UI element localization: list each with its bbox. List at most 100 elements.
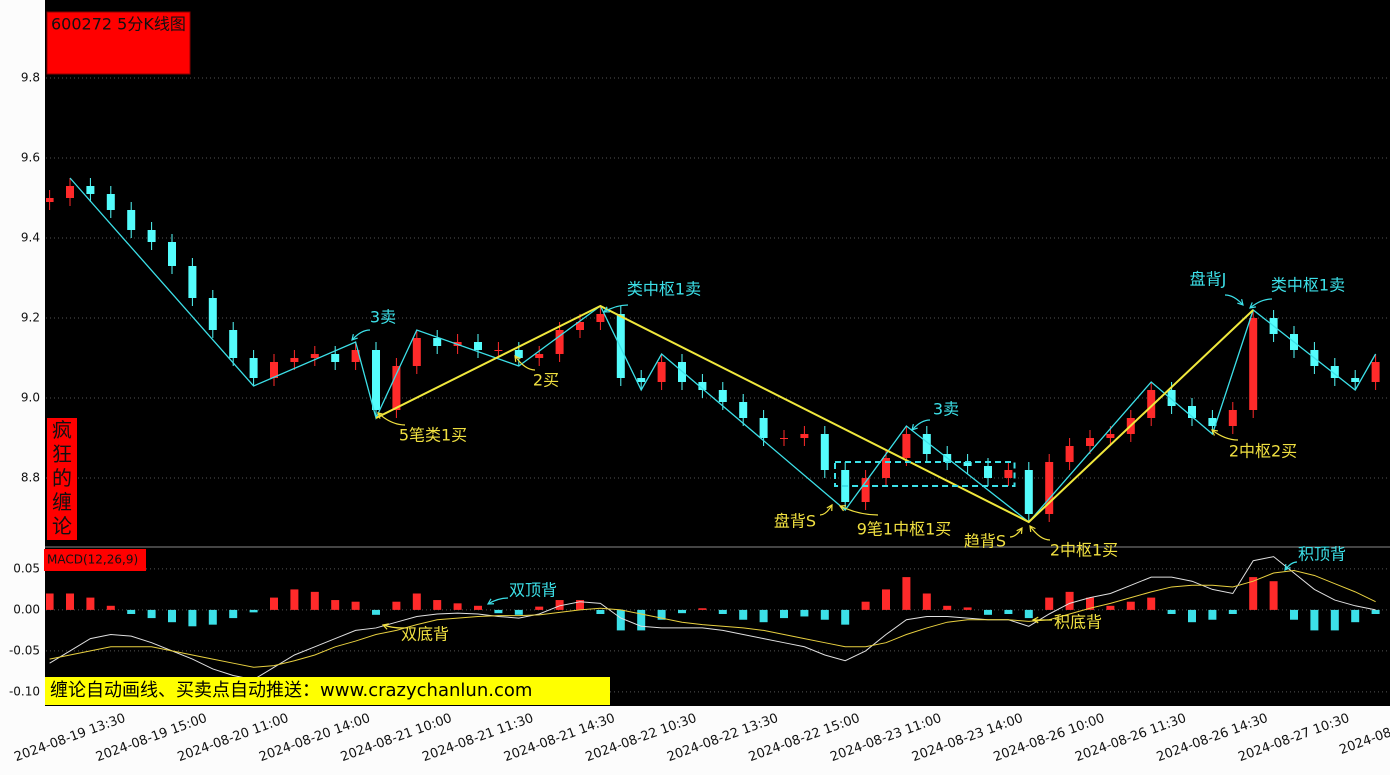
candle-body [616,314,625,378]
y-tick-label: 0.05 [13,561,40,575]
candle-body [229,330,238,358]
candle-body [576,322,584,330]
candle-body [66,186,74,198]
macd-bar [453,603,462,610]
candle-body [372,350,380,410]
macd-bar [188,609,197,627]
macd-bar [861,601,870,610]
macd-bar [127,609,136,614]
candle-body [1351,378,1360,382]
macd-bar [1351,609,1360,623]
candle-body [861,478,870,502]
candle-body [127,210,136,230]
macd-bar [800,609,809,617]
candle-body [270,362,278,378]
macd-bar [474,605,482,610]
pivot-box [834,461,1016,487]
macd-bar [841,609,850,625]
candle-body [392,366,401,410]
candle-body [1004,470,1013,478]
candle-body [1106,434,1115,438]
macd-bar [310,591,319,610]
macd-bar [412,593,421,610]
macd-bar [1310,609,1319,631]
annotation: 类中枢1卖 [1271,276,1345,295]
candle-body [188,266,197,298]
annotation: 5笔类1买 [399,426,467,445]
candle-body [820,434,829,470]
annotation-arrow [382,624,403,629]
annotation-arrow [911,419,931,431]
macd-bar [596,609,605,614]
annotation-arrow [514,355,536,371]
candle-body [310,354,319,358]
annotation-arrow [377,412,406,426]
macd-bar [1004,609,1013,614]
macd-title: MACD(12,26,9) [47,553,138,567]
macd-bar [820,609,829,620]
y-tick-label: -0.05 [9,643,40,657]
macd-bar [1249,577,1258,610]
plot-background [45,0,1390,706]
y-tick-label: 9.6 [21,151,40,165]
annotation-arrow [1211,429,1239,441]
annotation-arrowhead [602,306,611,313]
candle-body [208,298,217,330]
candle-body [474,342,482,350]
candle-body [800,434,809,438]
bi-line [69,177,1377,523]
annotation-arrow [1009,527,1023,538]
candle-body [1045,462,1054,514]
macd-bar [433,600,442,610]
macd-bar [147,609,156,619]
annotation-arrowhead [377,412,384,419]
annotation: 2中枢2买 [1229,442,1297,461]
macd-bar [1065,591,1074,610]
candle-body [290,358,299,362]
annotation: 积底背 [1054,613,1102,632]
macd-bar [963,607,972,610]
macd-bar [1086,597,1094,610]
candle-body [1147,390,1156,418]
macd-bar [86,597,95,610]
macd-bar [943,605,952,610]
candle-body [1208,418,1217,426]
macd-bar [1330,609,1339,631]
annotation: 类中枢1卖 [627,280,701,299]
macd-bar [1167,609,1176,614]
macd-bar [351,601,360,610]
macd-bar [494,609,503,614]
annotation: 2中枢1买 [1050,541,1118,560]
y-tick-label: 9.8 [21,71,40,85]
macd-bar [657,609,666,620]
candle-body [1024,470,1033,514]
candle-body [718,390,727,402]
annotation: 双底背 [401,625,449,644]
candle-body [351,350,360,362]
y-tick-label: -0.10 [9,684,40,698]
macd-bar [698,608,707,610]
banner: 缠论自动画线、买卖点自动推送：www.crazychanlun.com [50,680,532,701]
annotation-arrowhead [381,623,390,630]
macd-bar [1024,609,1033,619]
macd-bar [1290,609,1298,620]
macd-bar [882,589,890,610]
banner-box [45,677,610,705]
macd-line [49,556,1376,681]
macd-bar [229,609,238,619]
annotation-arrow [1224,294,1244,306]
title-box [46,11,191,75]
macd-bar [46,593,54,610]
annotation-arrowhead [1016,526,1023,535]
macd-bar [637,609,646,631]
candle-body [494,350,503,351]
candle-body [106,194,115,210]
y-tick-label: 0.00 [13,602,40,616]
annotation: 2买 [533,371,559,390]
macd-bar [922,593,931,610]
candle-body [780,438,788,439]
macd-bar [984,609,992,615]
y-tick-label: 8.8 [21,471,40,485]
candle-body [1249,318,1258,410]
